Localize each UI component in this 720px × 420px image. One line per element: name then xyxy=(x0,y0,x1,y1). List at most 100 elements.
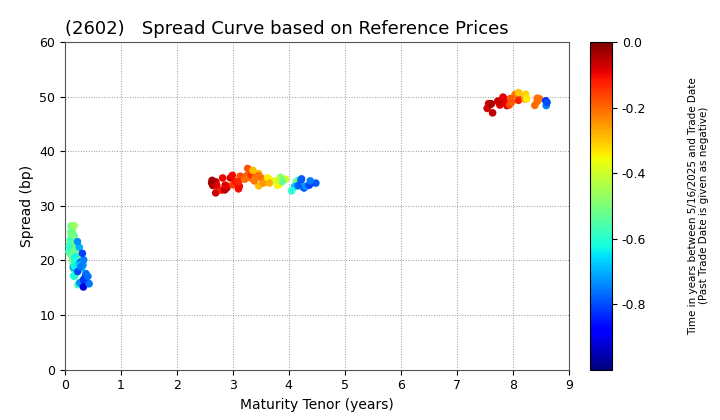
Point xyxy=(67,251,78,258)
Point xyxy=(292,182,304,189)
Point xyxy=(76,278,88,284)
Point xyxy=(79,277,91,284)
Point xyxy=(298,185,310,192)
Point xyxy=(482,105,493,112)
Point xyxy=(227,181,238,188)
Point xyxy=(492,98,503,105)
Point xyxy=(72,238,84,245)
Point xyxy=(261,178,273,185)
Point xyxy=(286,187,297,194)
Point xyxy=(264,176,275,183)
Point xyxy=(66,249,78,256)
Point xyxy=(71,243,82,249)
Point xyxy=(74,279,86,286)
Point xyxy=(207,177,218,184)
Point xyxy=(66,231,78,238)
Point xyxy=(76,250,88,257)
Point xyxy=(68,266,79,273)
Point xyxy=(68,273,79,279)
Point xyxy=(77,262,89,268)
Point xyxy=(494,102,505,108)
Point xyxy=(217,175,228,181)
Point xyxy=(540,97,552,104)
Point xyxy=(271,182,283,189)
Point xyxy=(74,260,86,266)
Point xyxy=(541,99,553,106)
Point xyxy=(221,184,233,191)
Point xyxy=(241,173,253,179)
Point xyxy=(71,260,82,266)
Point xyxy=(66,245,78,252)
Point xyxy=(505,98,517,105)
Point xyxy=(289,183,300,190)
Point xyxy=(482,100,494,107)
Point xyxy=(295,177,307,184)
Point xyxy=(69,259,81,265)
Point xyxy=(69,254,81,261)
Point xyxy=(75,261,86,268)
Point xyxy=(69,263,81,270)
Point xyxy=(271,177,282,184)
Point xyxy=(220,182,231,189)
Point xyxy=(258,180,269,186)
Point xyxy=(484,102,495,108)
Point xyxy=(68,232,80,239)
Point xyxy=(215,187,227,194)
Point xyxy=(529,102,541,109)
Point xyxy=(242,165,253,172)
Point xyxy=(221,183,233,189)
Point xyxy=(67,234,78,241)
Point xyxy=(509,91,521,97)
Point xyxy=(513,89,524,96)
Point xyxy=(246,172,257,178)
Point xyxy=(233,178,244,185)
Point xyxy=(68,264,79,271)
Point xyxy=(501,102,513,109)
Point xyxy=(227,172,238,178)
Point xyxy=(206,180,217,186)
Point xyxy=(233,183,245,189)
Point xyxy=(235,173,246,179)
Point xyxy=(78,284,89,290)
Point xyxy=(225,175,236,181)
Point xyxy=(280,176,292,183)
Point xyxy=(72,262,84,268)
Point xyxy=(242,174,253,181)
Point xyxy=(300,183,312,189)
Text: Time in years between 5/16/2025 and Trade Date
(Past Trade Date is given as nega: Time in years between 5/16/2025 and Trad… xyxy=(688,77,709,335)
Point xyxy=(253,182,264,189)
Point xyxy=(247,167,258,174)
Point xyxy=(69,273,81,280)
Y-axis label: Spread (bp): Spread (bp) xyxy=(19,165,34,247)
Point xyxy=(531,98,543,105)
Point xyxy=(66,236,77,242)
Point xyxy=(65,228,76,235)
Point xyxy=(305,178,316,184)
Point xyxy=(73,263,84,270)
Point xyxy=(521,95,533,102)
Point xyxy=(506,99,518,105)
Point xyxy=(275,174,287,181)
Point xyxy=(83,280,94,286)
Point xyxy=(233,186,244,192)
Point xyxy=(75,259,86,265)
Point xyxy=(513,97,524,104)
Point xyxy=(68,261,79,268)
Point xyxy=(504,96,516,103)
Point xyxy=(75,263,86,270)
X-axis label: Maturity Tenor (years): Maturity Tenor (years) xyxy=(240,398,394,412)
Point xyxy=(66,223,77,229)
Point xyxy=(241,174,253,181)
Point xyxy=(493,99,505,106)
Point xyxy=(253,173,264,179)
Point xyxy=(64,237,76,244)
Point xyxy=(210,189,222,196)
Point xyxy=(486,100,498,107)
Point xyxy=(505,95,516,102)
Point xyxy=(210,178,222,185)
Point xyxy=(276,178,288,185)
Point xyxy=(72,268,84,275)
Point xyxy=(71,262,83,269)
Point xyxy=(296,176,307,182)
Point xyxy=(498,95,510,102)
